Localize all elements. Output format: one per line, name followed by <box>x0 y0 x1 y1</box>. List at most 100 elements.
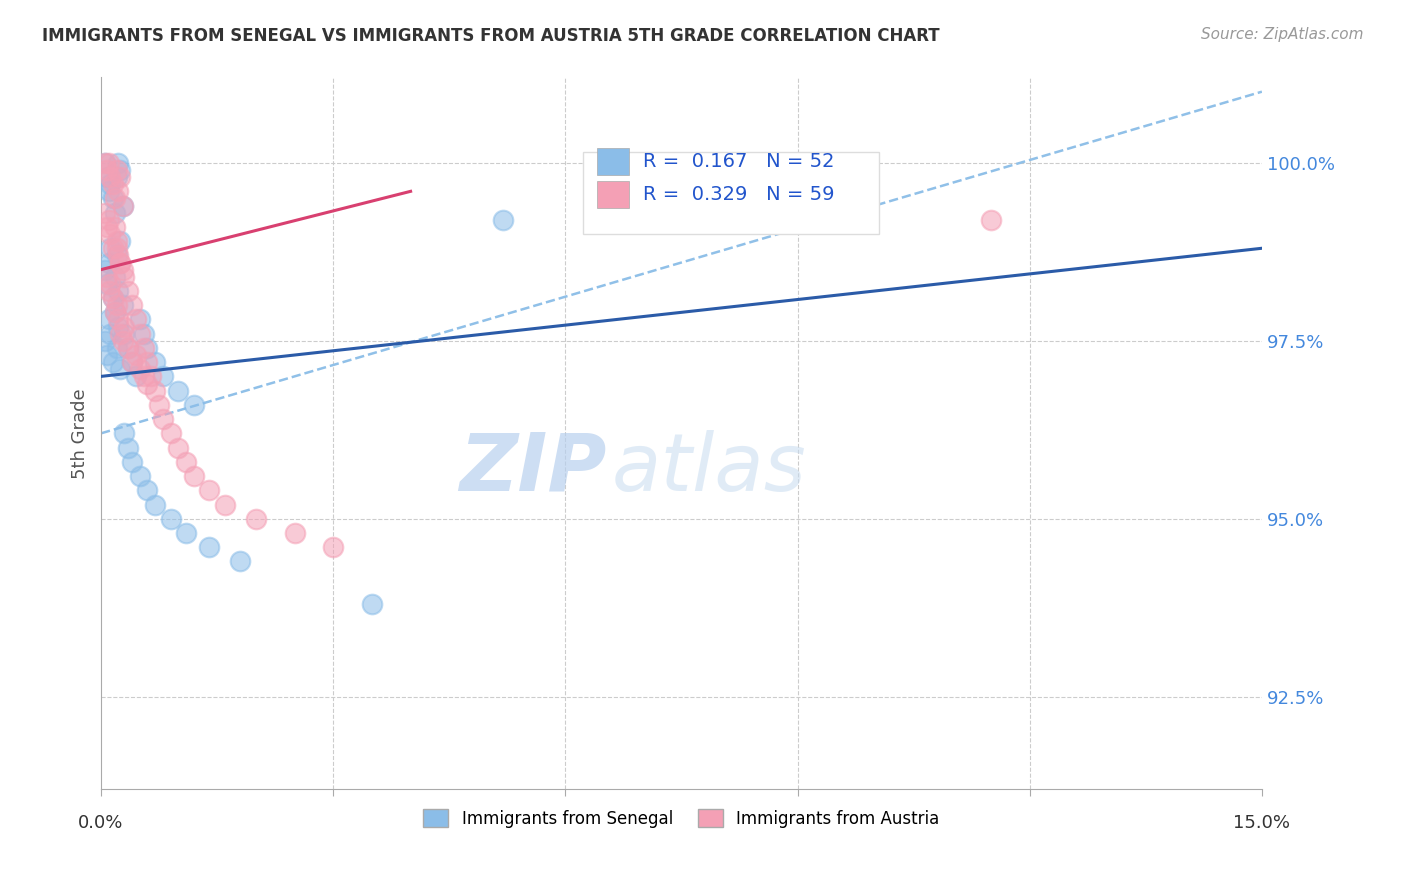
Point <box>132 341 155 355</box>
Point <box>111 262 134 277</box>
Point <box>98 227 121 241</box>
Point <box>128 469 150 483</box>
Point <box>111 198 134 212</box>
Point <box>125 369 148 384</box>
Point <box>97 255 120 269</box>
Point <box>167 384 190 398</box>
FancyBboxPatch shape <box>583 153 879 234</box>
Text: IMMIGRANTS FROM SENEGAL VS IMMIGRANTS FROM AUSTRIA 5TH GRADE CORRELATION CHART: IMMIGRANTS FROM SENEGAL VS IMMIGRANTS FR… <box>42 27 939 45</box>
Point <box>214 498 236 512</box>
Point <box>111 198 134 212</box>
Point <box>121 355 143 369</box>
Point <box>105 170 128 185</box>
Text: R =  0.167   N = 52: R = 0.167 N = 52 <box>643 152 835 171</box>
Point <box>107 312 129 326</box>
Point <box>143 384 166 398</box>
Point <box>110 362 132 376</box>
Point <box>136 483 159 498</box>
Point <box>132 326 155 341</box>
Point <box>105 241 128 255</box>
Point <box>104 305 127 319</box>
Point <box>97 184 120 198</box>
Point <box>98 170 121 185</box>
Point <box>148 398 170 412</box>
Point <box>111 298 134 312</box>
Point <box>104 305 127 319</box>
Point <box>159 512 181 526</box>
Point <box>143 355 166 369</box>
Point <box>110 255 132 269</box>
Point <box>361 597 384 611</box>
Point <box>97 156 120 170</box>
Point <box>112 319 135 334</box>
Point <box>174 455 197 469</box>
Point <box>107 248 129 262</box>
Text: Source: ZipAtlas.com: Source: ZipAtlas.com <box>1201 27 1364 42</box>
Point <box>98 241 121 255</box>
Point <box>96 269 118 284</box>
Point <box>96 219 118 234</box>
Point <box>110 234 132 248</box>
Point <box>125 312 148 326</box>
Point <box>245 512 267 526</box>
Point <box>97 312 120 326</box>
Point <box>94 156 117 170</box>
Point <box>105 234 128 248</box>
Point <box>107 156 129 170</box>
Point <box>101 291 124 305</box>
Point <box>110 255 132 269</box>
Point <box>121 455 143 469</box>
Point <box>96 277 118 291</box>
Point <box>104 219 127 234</box>
Point <box>112 269 135 284</box>
Point <box>101 178 124 192</box>
Point <box>97 212 120 227</box>
FancyBboxPatch shape <box>596 148 630 175</box>
Point <box>167 441 190 455</box>
Point <box>198 483 221 498</box>
Point <box>132 369 155 384</box>
Point <box>128 326 150 341</box>
Point <box>110 326 132 341</box>
Point <box>152 412 174 426</box>
Point <box>96 170 118 185</box>
Point <box>128 362 150 376</box>
Point <box>105 163 128 178</box>
Point <box>107 319 129 334</box>
Point <box>117 441 139 455</box>
Point <box>283 526 305 541</box>
FancyBboxPatch shape <box>596 181 630 208</box>
Point <box>121 355 143 369</box>
Point <box>229 554 252 568</box>
Point <box>112 326 135 341</box>
Point <box>96 163 118 178</box>
Point <box>136 376 159 391</box>
Text: atlas: atlas <box>612 430 807 508</box>
Text: 15.0%: 15.0% <box>1233 814 1291 832</box>
Point <box>117 284 139 298</box>
Point <box>97 284 120 298</box>
Point <box>110 170 132 185</box>
Point <box>111 334 134 348</box>
Point <box>125 348 148 362</box>
Point <box>141 369 163 384</box>
Point <box>322 540 344 554</box>
Point <box>152 369 174 384</box>
Point <box>96 348 118 362</box>
Point <box>128 312 150 326</box>
Text: ZIP: ZIP <box>458 430 606 508</box>
Point <box>101 291 124 305</box>
Point <box>104 191 127 205</box>
Point <box>107 284 129 298</box>
Point <box>98 326 121 341</box>
Point <box>94 334 117 348</box>
Text: 0.0%: 0.0% <box>79 814 124 832</box>
Point <box>94 156 117 170</box>
Point <box>101 355 124 369</box>
Point <box>98 277 121 291</box>
Legend: Immigrants from Senegal, Immigrants from Austria: Immigrants from Senegal, Immigrants from… <box>416 803 946 834</box>
Text: R =  0.329   N = 59: R = 0.329 N = 59 <box>643 185 835 203</box>
Point <box>110 163 132 178</box>
Point <box>105 248 128 262</box>
Point <box>117 341 139 355</box>
